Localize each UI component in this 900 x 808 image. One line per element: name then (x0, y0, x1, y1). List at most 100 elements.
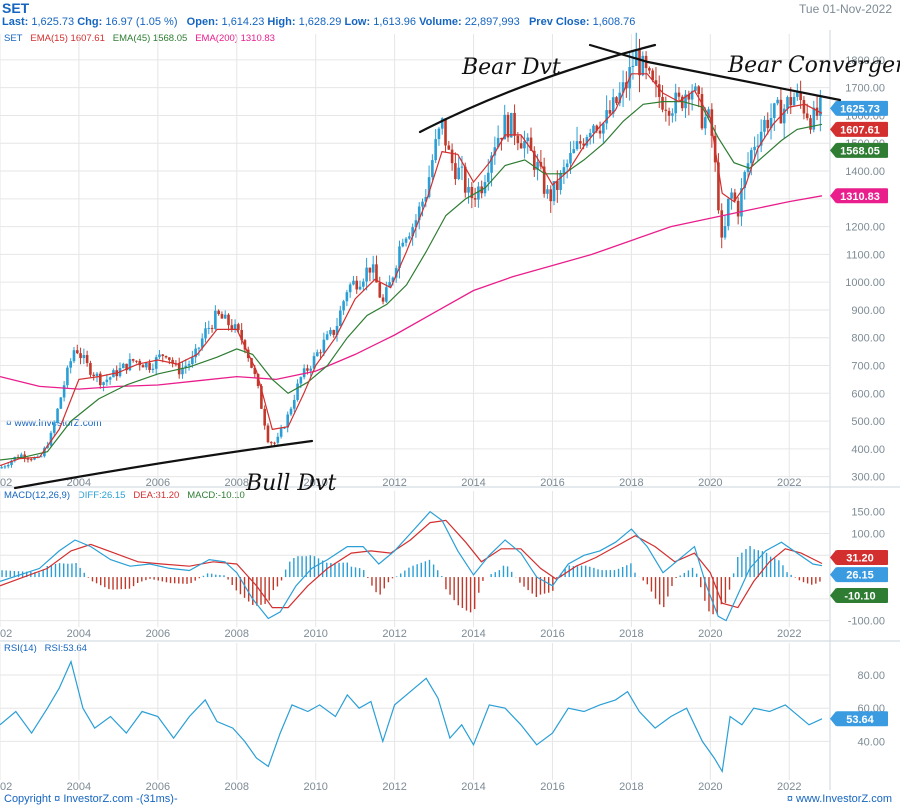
volume-label: Volume: (419, 16, 462, 28)
candle-body (621, 82, 625, 93)
candle-body (556, 181, 559, 190)
candle-body (457, 167, 460, 180)
legend-dea: DEA:31.20 (133, 490, 180, 501)
candle-body (309, 368, 313, 371)
candle-body (773, 103, 776, 118)
candle-body (559, 172, 562, 190)
candle-body (214, 310, 217, 329)
open-value: 1,614.23 (221, 16, 265, 28)
copyright-label: Copyright (4, 793, 52, 805)
quote-date: Tue 01-Nov-2022 (799, 2, 892, 16)
candle-body (362, 281, 365, 287)
candle-body (654, 80, 658, 85)
candle-body (391, 277, 395, 283)
candle-body (227, 314, 230, 326)
candle-body (273, 442, 276, 444)
candle-body (569, 153, 572, 164)
x-tick-label: 2014 (461, 477, 485, 489)
candle-body (730, 192, 733, 199)
candle-body (394, 268, 398, 278)
candle-body (243, 340, 247, 350)
ema45-tag: 1568.05 (840, 145, 880, 157)
last-price-tag: 1625.73 (840, 103, 880, 115)
x-tick-label: 2012 (382, 781, 406, 793)
candle-body (516, 135, 520, 144)
candle-body (184, 365, 188, 368)
legend-ema200-value: 1310.83 (240, 33, 275, 44)
candle-body (618, 92, 622, 104)
y-tick-label: 1000.00 (845, 277, 885, 289)
site-link[interactable]: www.InvestorZ.com (796, 793, 892, 805)
x-tick-label: 2008 (225, 781, 249, 793)
candle-body (579, 141, 582, 144)
candle-body (740, 188, 743, 217)
candle-body (753, 146, 756, 151)
candle-body (283, 427, 286, 429)
candle-body (786, 97, 789, 109)
ema15-line (0, 73, 823, 467)
macd-hist-tag-box (836, 587, 888, 603)
candle-body (365, 267, 368, 282)
candle-body (276, 436, 280, 443)
candle-body (66, 367, 69, 386)
candle-body (59, 397, 63, 409)
candle-body (585, 137, 589, 146)
macd-tick-label: -100.00 (848, 616, 885, 628)
diff-tag-pointer (830, 567, 836, 583)
candle-body (339, 310, 342, 326)
candle-body (582, 143, 585, 146)
bear-div-annotation: Bear Dvt (461, 55, 561, 80)
candle-body (529, 137, 533, 151)
diff-tag: 26.15 (846, 570, 874, 582)
candle-body (378, 282, 382, 298)
footer-site[interactable]: ¤ www.InvestorZ.com (787, 793, 892, 805)
candle-body (671, 113, 674, 116)
candle-body (454, 163, 457, 180)
candle-body (154, 357, 158, 369)
last-value: 1,625.73 (31, 16, 75, 28)
x-tick-label: 2018 (619, 628, 643, 640)
candle-body (266, 425, 270, 443)
candle-body (723, 226, 727, 238)
candle-body (253, 367, 257, 375)
candle-body (207, 327, 211, 329)
candle-body (98, 373, 102, 386)
bear-convergence-line (588, 43, 842, 102)
ema200-tag-pointer (830, 188, 836, 204)
candle-body (592, 125, 595, 133)
candle-body (523, 141, 526, 149)
x-tick-label: 2020 (698, 628, 722, 640)
candle-body (161, 354, 165, 356)
dea-tag-box (836, 549, 888, 565)
candle-body (588, 132, 592, 138)
candle-body (427, 177, 431, 198)
candle-body (779, 99, 783, 124)
candle-body (562, 167, 566, 173)
footer-copyright: Copyright ¤ InvestorZ.com -(31ms)- (4, 793, 178, 805)
x-tick-label: 2006 (146, 781, 170, 793)
prev-close-value: 1,608.76 (592, 16, 636, 28)
ema200-tag-box (836, 188, 888, 204)
brand-icon: ¤ (54, 793, 61, 805)
last-label: Last: (2, 16, 29, 28)
x-tick-label: 2004 (67, 781, 91, 793)
candle-body (700, 94, 704, 129)
candle-body (404, 238, 408, 243)
candle-body (552, 181, 556, 202)
x-tick-label: 2016 (540, 477, 564, 489)
macd-dea-line (0, 519, 823, 609)
open-label: Open: (186, 16, 219, 28)
candle-body (292, 399, 296, 409)
macd-legend: MACD(12,26,9) DIFF:26.15 DEA:31.20 MACD:… (4, 490, 245, 501)
y-tick-label: 800.00 (851, 333, 885, 345)
bear-convergence-annotation: Bear Convergence (727, 53, 900, 78)
candle-body (595, 125, 599, 131)
candle-body (20, 454, 23, 458)
candle-body (447, 145, 451, 150)
rsi-line (0, 659, 823, 774)
candle-body (720, 210, 724, 238)
candle-body (168, 357, 171, 360)
legend-ema200: EMA(200) (195, 33, 238, 44)
y-tick-label: 700.00 (851, 361, 885, 373)
x-tick-label: 2002 (0, 477, 12, 489)
